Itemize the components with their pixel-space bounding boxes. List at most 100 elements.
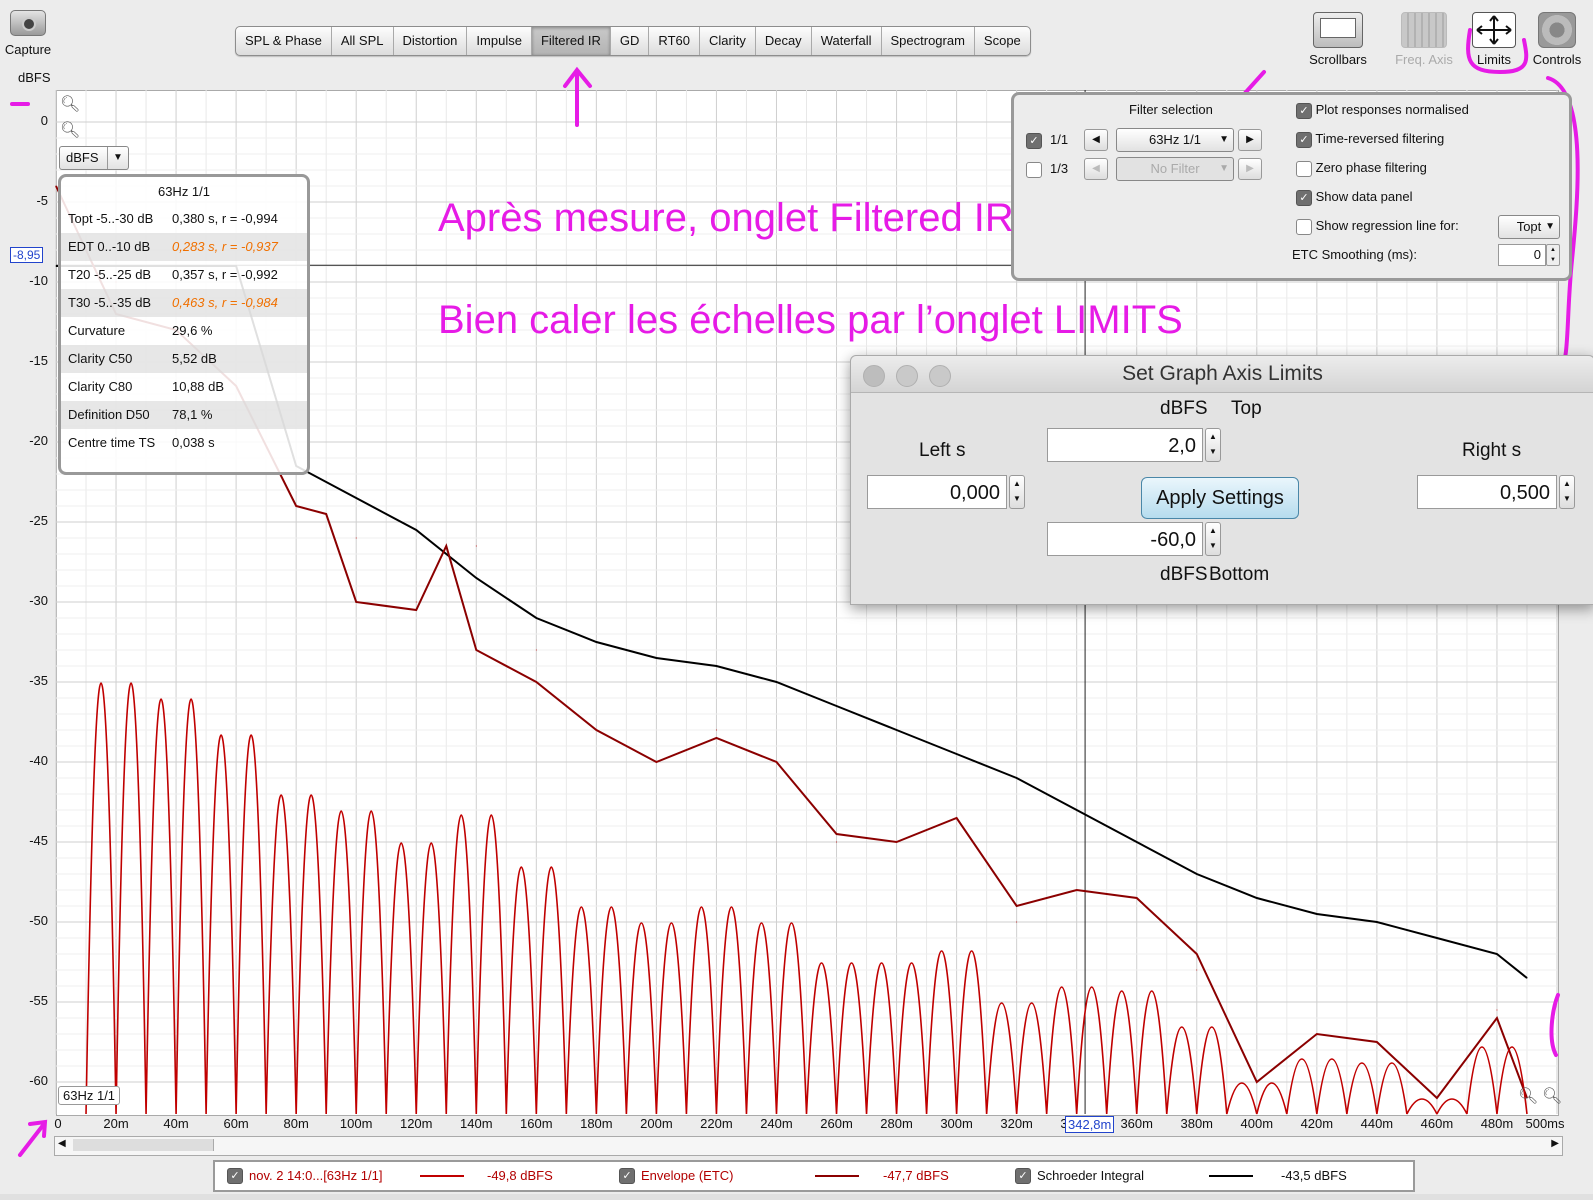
tab-spectrogram[interactable]: Spectrogram	[882, 27, 975, 55]
annotation-line-1: Après mesure, onglet Filtered IR	[438, 196, 1014, 240]
filter-1-1-prev-button[interactable]: ◀	[1084, 129, 1108, 151]
close-icon[interactable]	[863, 365, 885, 387]
opt-normalised-label: Plot responses normalised	[1315, 102, 1469, 117]
left-value-spinner[interactable]: ▲ ▼	[1009, 475, 1025, 509]
filter-1-3-next-button[interactable]: ▶	[1238, 158, 1262, 180]
camera-icon	[10, 10, 46, 36]
apply-settings-button[interactable]: Apply Settings	[1141, 477, 1299, 519]
y-tick-label: -25	[29, 513, 48, 528]
top-value-spinner[interactable]: ▲ ▼	[1205, 428, 1221, 462]
tab-distortion[interactable]: Distortion	[394, 27, 468, 55]
data-panel-row: Clarity C50 5,52 dB	[61, 345, 307, 373]
tab-rt60[interactable]: RT60	[649, 27, 700, 55]
data-panel-key: T20 -5..-25 dB	[68, 267, 152, 282]
data-panel-row: Definition D50 78,1 %	[61, 401, 307, 429]
y-tick-label: -55	[29, 993, 48, 1008]
filter-panel: Filter selection ✓ 1/1 ◀ 63Hz 1/1 ▼ ▶ 1/3…	[1011, 92, 1572, 281]
tab-clarity[interactable]: Clarity	[700, 27, 756, 55]
data-panel-row: Curvature 29,6 %	[61, 317, 307, 345]
etc-smoothing-input[interactable]: 0	[1498, 244, 1546, 266]
data-panel-key: Clarity C80	[68, 379, 133, 394]
x-tick-label: 220m	[700, 1116, 733, 1131]
cursor-x-readout: 342,8m	[1065, 1116, 1115, 1133]
filter-1-3-prev-button[interactable]: ◀	[1084, 158, 1108, 180]
opt-zero-phase[interactable]: Zero phase filtering	[1296, 160, 1427, 177]
tab-waterfall[interactable]: Waterfall	[812, 27, 882, 55]
opt-time-reversed-checkbox[interactable]: ✓	[1296, 131, 1312, 148]
top-value-input[interactable]: 2,0	[1047, 428, 1203, 462]
capture-button[interactable]: Capture	[2, 10, 54, 57]
opt-zero-phase-checkbox[interactable]	[1296, 160, 1312, 177]
x-tick-label: 460m	[1420, 1116, 1454, 1131]
y-tick-label: -30	[29, 593, 48, 608]
zoom-x-in-icon[interactable]: 🔍︎	[1542, 1088, 1563, 1105]
filter-1-3-checkbox[interactable]	[1026, 162, 1042, 178]
scrollbars-button[interactable]: Scrollbars	[1302, 12, 1374, 67]
filter-1-1-select[interactable]: 63Hz 1/1 ▼	[1116, 128, 1234, 152]
x-tick-label: 400m	[1240, 1116, 1274, 1131]
scroll-left-icon[interactable]: ◀	[58, 1138, 66, 1149]
tab-impulse[interactable]: Impulse	[467, 27, 532, 55]
tab-gd[interactable]: GD	[611, 27, 650, 55]
bottom-label: Bottom	[1209, 564, 1270, 585]
zoom-window-icon[interactable]	[929, 365, 951, 387]
legend-item2-checkbox[interactable]: ✓	[619, 1168, 635, 1184]
minimize-icon[interactable]	[896, 365, 918, 387]
zoom-out-icon[interactable]: 🔍︎	[60, 122, 81, 139]
chevron-down-icon: ▼	[1545, 221, 1555, 232]
y-unit-select[interactable]: dBFS ▼	[59, 146, 129, 170]
legend-item3-swatch	[1209, 1175, 1253, 1177]
limits-button[interactable]: Limits	[1469, 12, 1519, 67]
tab-filtered-ir[interactable]: Filtered IR	[531, 27, 611, 55]
data-panel-value: 78,1 %	[172, 407, 213, 422]
controls-button[interactable]: Controls	[1527, 12, 1587, 67]
y-tick-label: -60	[29, 1073, 48, 1088]
scroll-right-icon[interactable]: ▶	[1551, 1138, 1559, 1149]
legend-item3-checkbox[interactable]: ✓	[1015, 1168, 1031, 1184]
y-tick-label: -35	[29, 673, 48, 688]
left-value-input[interactable]: 0,000	[867, 475, 1007, 509]
zoom-in-icon[interactable]: 🔍︎	[60, 96, 81, 113]
legend-item3-value: -43,5 dBFS	[1281, 1168, 1347, 1183]
x-tick-label: 160m	[520, 1116, 553, 1131]
bottom-value-input[interactable]: -60,0	[1047, 522, 1203, 556]
dialog-titlebar: Set Graph Axis Limits	[851, 356, 1593, 393]
tab-scope[interactable]: Scope	[983, 33, 1021, 48]
capture-label: Capture	[4, 42, 52, 57]
data-panel-key: EDT 0..-10 dB	[68, 239, 151, 254]
opt-time-reversed-label: Time-reversed filtering	[1315, 131, 1445, 146]
filter-1-1-next-button[interactable]: ▶	[1238, 129, 1262, 151]
opt-time-reversed[interactable]: ✓ Time-reversed filtering	[1296, 131, 1444, 148]
y-tick-label: -10	[29, 273, 48, 288]
filter-1-3-select[interactable]: No Filter ▼	[1116, 157, 1234, 181]
chevron-down-icon: ▼	[1219, 134, 1229, 145]
opt-normalised[interactable]: ✓ Plot responses normalised	[1296, 102, 1469, 119]
right-value-spinner[interactable]: ▲ ▼	[1559, 475, 1575, 509]
bottom-value-spinner[interactable]: ▲ ▼	[1205, 522, 1221, 556]
freq-axis-label: Freq. Axis	[1395, 52, 1453, 67]
horizontal-scrollbar[interactable]: ◀ ▶	[54, 1136, 1563, 1156]
etc-smoothing-spinner[interactable]: ▲ ▼	[1546, 244, 1560, 266]
opt-normalised-checkbox[interactable]: ✓	[1296, 102, 1312, 119]
filter-1-1-checkbox[interactable]: ✓	[1026, 133, 1042, 149]
x-tick-label: 500ms	[1525, 1116, 1565, 1131]
legend-item1-checkbox[interactable]: ✓	[227, 1168, 243, 1184]
data-panel-value: 0,283 s, r = -0,937	[172, 239, 278, 254]
data-panel-value: 0,463 s, r = -0,984	[172, 295, 278, 310]
freq-axis-button[interactable]: Freq. Axis	[1386, 12, 1462, 67]
scrollbar-thumb[interactable]	[73, 1139, 214, 1151]
regression-select[interactable]: Topt ▼	[1498, 215, 1560, 239]
opt-data-panel[interactable]: ✓ Show data panel	[1296, 189, 1412, 206]
zoom-x-out-icon[interactable]: 🔍︎	[1518, 1088, 1539, 1105]
tab-all-spl[interactable]: All SPL	[332, 27, 394, 55]
opt-data-panel-checkbox[interactable]: ✓	[1296, 189, 1312, 206]
tab-decay[interactable]: Decay	[756, 27, 812, 55]
opt-regression-checkbox[interactable]	[1296, 218, 1312, 235]
right-value-input[interactable]: 0,500	[1417, 475, 1557, 509]
filter-1-3-label: 1/3	[1050, 161, 1069, 176]
right-label: Right s	[1462, 440, 1522, 461]
opt-regression[interactable]: Show regression line for:	[1296, 218, 1459, 235]
x-tick-label: 380m	[1180, 1116, 1214, 1131]
tab-spl-phase[interactable]: SPL & Phase	[236, 27, 332, 55]
y-tick-label: 0	[40, 113, 48, 128]
